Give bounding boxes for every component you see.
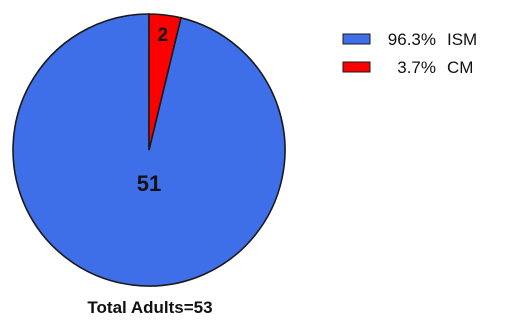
pie-count-label-cm: 2 [158, 25, 169, 46]
legend-entry-ism: 96.3% ISM [342, 30, 477, 49]
legend-entry-cm: 3.7% CM [342, 58, 473, 77]
legend-percent-ism: 96.3% [388, 30, 436, 49]
legend-percent-cm: 3.7% [397, 58, 436, 77]
legend: 96.3% ISM 3.7% CM [342, 30, 477, 77]
legend-swatch-cm [342, 61, 371, 73]
total-caption: Total Adults=53 [87, 298, 212, 317]
pie-slices [12, 13, 286, 287]
pie-slice-cm [148, 13, 182, 151]
pie-count-label-ism: 51 [137, 171, 161, 196]
legend-label-ism: ISM [447, 30, 477, 49]
legend-label-cm: CM [447, 58, 473, 77]
pie-count-labels: 51 2 [137, 25, 168, 196]
legend-swatch-ism [342, 33, 371, 45]
